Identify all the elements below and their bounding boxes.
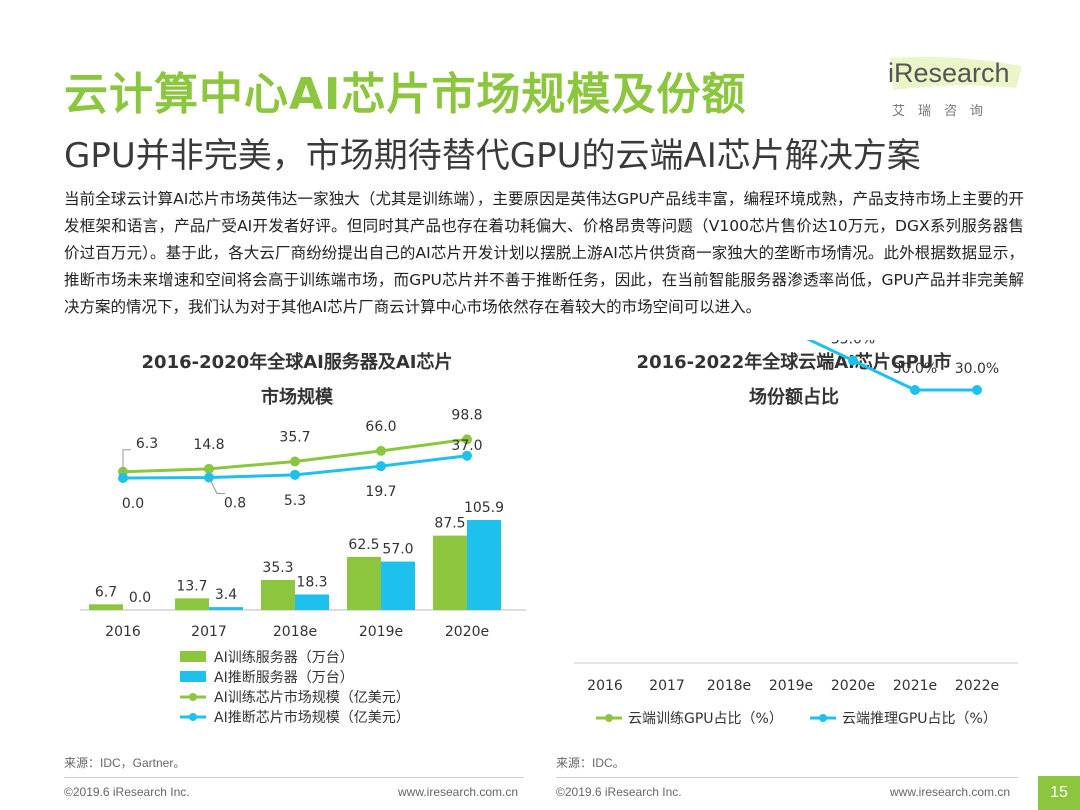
right-chart: 2016-2022年全球云端AI芯片GPU市 场份额占比 90.0%90.0%8… xyxy=(574,340,1018,727)
bar-label-infer: 57.0 xyxy=(382,542,413,558)
line-label-train: 6.3 xyxy=(136,436,158,452)
footer-url-right: www.iresearch.com.cn xyxy=(890,785,1011,799)
bar-label-infer: 105.9 xyxy=(464,500,504,516)
x-tick-label: 2018e xyxy=(707,678,751,694)
line-label-infer: 0.0 xyxy=(122,496,144,512)
x-tick-label: 2020e xyxy=(831,678,875,694)
bar-train xyxy=(347,556,381,610)
legend-label: AI训练芯片市场规模（亿美元） xyxy=(214,689,410,706)
bar-train xyxy=(261,579,295,610)
footer-copyright-left: ©2019.6 iResearch Inc. xyxy=(64,785,190,799)
footer-copyright-right: ©2019.6 iResearch Inc. xyxy=(556,785,682,799)
bar-infer xyxy=(381,561,415,610)
x-tick-label: 2022e xyxy=(955,678,999,694)
x-tick-label: 2016 xyxy=(587,678,623,694)
line-label-infer: 37.0 xyxy=(451,438,482,454)
legend-swatch xyxy=(180,651,206,662)
right-chart-title-line1: 2016-2022年全球云端AI芯片GPU市 xyxy=(637,351,952,373)
leader-line xyxy=(208,477,225,495)
logo-subtext: 艾瑞咨询 xyxy=(892,104,997,119)
legend-label: AI训练服务器（万台） xyxy=(214,650,354,666)
line-label-infer: 5.3 xyxy=(284,493,306,509)
legend-swatch xyxy=(819,714,827,722)
bar-label-train: 62.5 xyxy=(348,537,379,553)
point-infer-gpu xyxy=(848,355,858,366)
bar-train xyxy=(433,535,467,610)
line-label-infer: 30.0% xyxy=(893,361,937,377)
point-train-chip xyxy=(290,456,300,467)
point-infer-chip xyxy=(290,469,300,480)
footer-divider-left xyxy=(64,777,524,778)
legend-label: AI推断芯片市场规模（亿美元） xyxy=(214,709,410,726)
left-chart: 2016-2020年全球AI服务器及AI芯片 市场规模 6.7 0.0 13.7 3.… xyxy=(80,351,526,726)
legend-swatch xyxy=(189,693,197,701)
point-infer-chip xyxy=(118,473,128,483)
line-label-infer: 0.8 xyxy=(224,496,246,512)
legend-label: 云端训练GPU占比（%） xyxy=(628,711,783,727)
bar-infer xyxy=(467,519,501,610)
point-infer-chip xyxy=(462,450,472,461)
left-chart-title-line2: 市场规模 xyxy=(261,386,334,408)
page-subtitle: GPU并非完美，市场期待替代GPU的云端AI芯片解决方案 xyxy=(64,136,921,176)
bar-label-infer: 18.3 xyxy=(296,574,327,590)
body-paragraph: 当前全球云计算AI芯片市场英伟达一家独大（尤其是训练端），主要原因是英伟达GPU… xyxy=(64,190,1024,316)
bar-label-train: 87.5 xyxy=(434,516,465,532)
legend-swatch xyxy=(189,713,197,721)
page-title: 云计算中心AI芯片市场规模及份额 xyxy=(64,69,747,120)
legend-swatch xyxy=(180,671,206,682)
legend-label: AI推断服务器（万台） xyxy=(214,670,354,686)
x-tick-label: 2019e xyxy=(769,678,813,694)
line-infer-gpu xyxy=(806,340,977,392)
line-label-infer: 19.7 xyxy=(365,484,396,500)
x-tick-label: 2017 xyxy=(191,624,227,640)
bar-infer xyxy=(209,607,243,610)
legend-label: 云端推理GPU占比（%） xyxy=(842,711,997,727)
point-infer-gpu xyxy=(972,385,982,395)
bar-infer xyxy=(295,594,329,610)
point-infer-gpu xyxy=(910,385,920,395)
x-tick-label: 2016 xyxy=(105,624,141,640)
bar-train xyxy=(89,604,123,610)
bar-label-train: 6.7 xyxy=(95,584,117,600)
page-number: 15 xyxy=(1038,776,1080,810)
logo-swoosh-icon xyxy=(890,57,1022,90)
legend-swatch xyxy=(605,714,613,722)
x-tick-label: 2020e xyxy=(445,624,489,640)
x-tick-label: 2017 xyxy=(649,678,685,694)
bar-label-infer: 3.4 xyxy=(215,587,237,603)
x-tick-label: 2021e xyxy=(893,678,937,694)
x-tick-label: 2019e xyxy=(359,624,403,640)
point-train-chip xyxy=(204,463,214,474)
bar-label-train: 13.7 xyxy=(176,578,207,594)
bar-label-train: 35.3 xyxy=(262,560,293,576)
footer-url-left: www.iresearch.com.cn xyxy=(398,785,519,799)
x-tick-label: 2018e xyxy=(273,624,317,640)
line-label-train: 35.7 xyxy=(279,430,310,446)
point-train-chip xyxy=(376,445,386,456)
left-chart-title-line1: 2016-2020年全球AI服务器及AI芯片 xyxy=(142,351,453,373)
source-right: 来源：IDC。 xyxy=(556,756,625,770)
right-chart-title-line2: 场份额占比 xyxy=(749,386,839,408)
iresearch-logo: iResearch 艾瑞咨询 xyxy=(888,57,1028,128)
point-train-chip xyxy=(462,434,472,445)
bar-train xyxy=(175,598,209,610)
line-label-infer: 30.0% xyxy=(955,361,999,377)
leader-line xyxy=(122,449,131,472)
source-left: 来源：IDC，Gartner。 xyxy=(64,756,186,770)
line-label-infer: 35.0% xyxy=(831,340,875,348)
line-label-train: 66.0 xyxy=(365,419,396,435)
line-label-train: 98.8 xyxy=(451,407,482,423)
line-label-train: 14.8 xyxy=(193,437,224,453)
point-infer-chip xyxy=(376,461,386,472)
footer-divider-right xyxy=(556,777,1018,778)
logo-text: iResearch xyxy=(888,58,1010,88)
bar-label-infer: 0.0 xyxy=(129,590,151,606)
